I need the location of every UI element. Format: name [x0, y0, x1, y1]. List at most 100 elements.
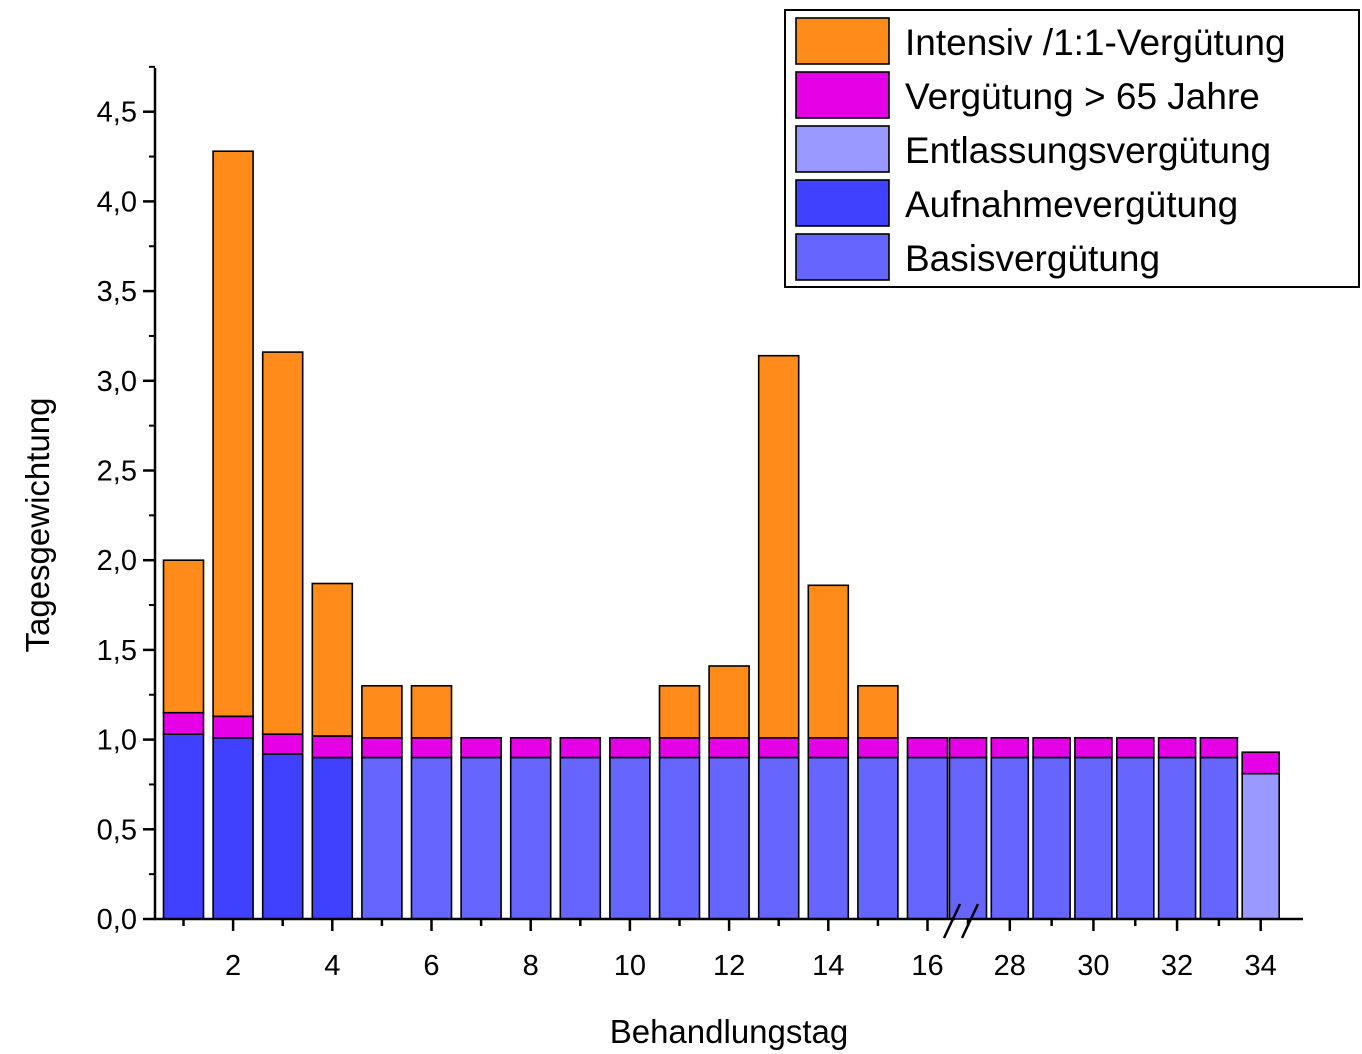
bar-day30-series3 — [1074, 736, 1113, 759]
bar-day6-series3 — [410, 736, 453, 759]
x-tick-label: 8 — [523, 950, 539, 982]
y-tick-label: 3,0 — [97, 366, 137, 398]
bar-day1-series3 — [162, 711, 205, 736]
bar-day3-series3 — [261, 733, 304, 755]
bar-day32-series0 — [1157, 756, 1197, 920]
legend: Intensiv /1:1-Vergütung Vergütung > 65 Ja… — [784, 9, 1360, 288]
bar-day6-series0 — [410, 756, 453, 920]
legend-swatch — [795, 125, 890, 173]
bar-day2-series3 — [212, 715, 254, 739]
bar-day34-series3 — [1241, 751, 1280, 775]
legend-swatch — [795, 17, 890, 65]
bar-day29-series3 — [1032, 736, 1071, 759]
legend-swatch — [795, 233, 890, 281]
x-tick-label: 4 — [324, 950, 340, 982]
bar-day12-series0 — [708, 756, 750, 920]
bar-day13-series4 — [757, 354, 800, 739]
x-tick-label: 6 — [423, 950, 439, 982]
x-tick-label: 14 — [812, 950, 844, 982]
bar-day28-series0 — [990, 756, 1030, 920]
bar-day15-series0 — [857, 756, 899, 920]
bar-day3-series4 — [261, 351, 304, 736]
bar-day4-series3 — [311, 735, 354, 759]
bar-day14-series4 — [807, 584, 850, 739]
y-tick-label: 0,5 — [97, 814, 137, 846]
y-tick-label: 0,0 — [97, 904, 137, 936]
bar-day11-series4 — [658, 684, 701, 739]
bar-day4-series4 — [311, 582, 354, 737]
x-tick-label: 16 — [911, 950, 943, 982]
bar-day2-series1 — [212, 736, 254, 920]
x-tick-label: 2 — [225, 950, 241, 982]
bar-day29-series0 — [1032, 756, 1071, 920]
bar-day12-series4 — [708, 665, 750, 739]
bar-day5-series4 — [361, 684, 403, 739]
labels-layer: 0,0 0,5 1,0 1,5 2,0 2,5 3,0 3,5 4,0 4,5 2 4 6 8 10 12 14… — [19, 97, 1277, 1050]
bar-day15-series4 — [857, 684, 899, 739]
bar-day4-series1 — [311, 756, 354, 920]
bar-day9-series3 — [559, 736, 602, 759]
legend-swatch — [795, 71, 890, 119]
bar-day31-series0 — [1116, 756, 1155, 920]
bar-day14-series3 — [807, 736, 850, 759]
y-tick-label: 2,0 — [97, 545, 137, 577]
axis-break-mark — [942, 903, 962, 939]
bar-day33-series0 — [1199, 756, 1239, 920]
legend-label: Intensiv /1:1-Vergütung — [905, 22, 1286, 63]
bar-day27-series0 — [948, 756, 988, 920]
bar-day2-series4 — [212, 150, 254, 718]
bar-day3-series1 — [261, 753, 304, 920]
bar-day16-series3 — [906, 736, 949, 759]
bar-day13-series0 — [757, 756, 800, 920]
bar-day32-series3 — [1157, 736, 1197, 759]
bar-day14-series0 — [807, 756, 850, 920]
bar-day16-series0 — [906, 756, 949, 920]
bar-day8-series3 — [509, 736, 552, 759]
y-axis-title: Tagesgewichtung — [19, 397, 56, 652]
bar-day10-series3 — [609, 736, 651, 759]
bar-day13-series3 — [757, 736, 800, 759]
x-tick-label: 30 — [1077, 950, 1109, 982]
x-tick-label: 28 — [994, 950, 1026, 982]
x-tick-label: 10 — [614, 950, 646, 982]
axis-break-mark — [960, 903, 980, 939]
bar-day8-series0 — [509, 756, 552, 920]
bar-day33-series3 — [1199, 736, 1239, 759]
y-tick-label: 4,0 — [97, 186, 137, 218]
bar-day27-series3 — [948, 736, 988, 759]
bar-day28-series3 — [990, 736, 1030, 759]
bar-day34-series2 — [1241, 772, 1280, 920]
bar-day30-series0 — [1074, 756, 1113, 920]
y-tick-label: 4,5 — [97, 97, 137, 129]
bar-day5-series0 — [361, 756, 403, 920]
bar-day11-series0 — [658, 756, 701, 920]
legend-label: Entlassungsvergütung — [905, 130, 1271, 171]
y-tick-label: 1,5 — [97, 635, 137, 667]
bar-day1-series4 — [162, 559, 205, 714]
bar-day6-series4 — [410, 684, 453, 739]
y-tick-label: 2,5 — [97, 456, 137, 488]
x-axis-title: Behandlungstag — [610, 1013, 849, 1050]
bar-day1-series1 — [162, 733, 205, 920]
bar-day9-series0 — [559, 756, 602, 920]
y-tick-label: 3,5 — [97, 276, 137, 308]
bar-day7-series3 — [460, 736, 502, 759]
bar-day5-series3 — [361, 736, 403, 759]
legend-label: Basisvergütung — [905, 238, 1160, 279]
axes-layer — [143, 65, 1303, 939]
legend-swatch — [795, 179, 890, 227]
bar-day10-series0 — [609, 756, 651, 920]
bar-day11-series3 — [658, 736, 701, 759]
x-tick-label: 12 — [713, 950, 745, 982]
legend-label: Aufnahmevergütung — [905, 184, 1238, 225]
legend-label: Vergütung > 65 Jahre — [905, 76, 1260, 117]
bar-day7-series0 — [460, 756, 502, 920]
x-tick-label: 32 — [1161, 950, 1193, 982]
bar-day15-series3 — [857, 736, 899, 759]
y-tick-label: 1,0 — [97, 725, 137, 757]
bar-day31-series3 — [1116, 736, 1155, 759]
bars-layer — [162, 150, 1280, 920]
bar-day12-series3 — [708, 736, 750, 759]
x-tick-label: 34 — [1245, 950, 1277, 982]
